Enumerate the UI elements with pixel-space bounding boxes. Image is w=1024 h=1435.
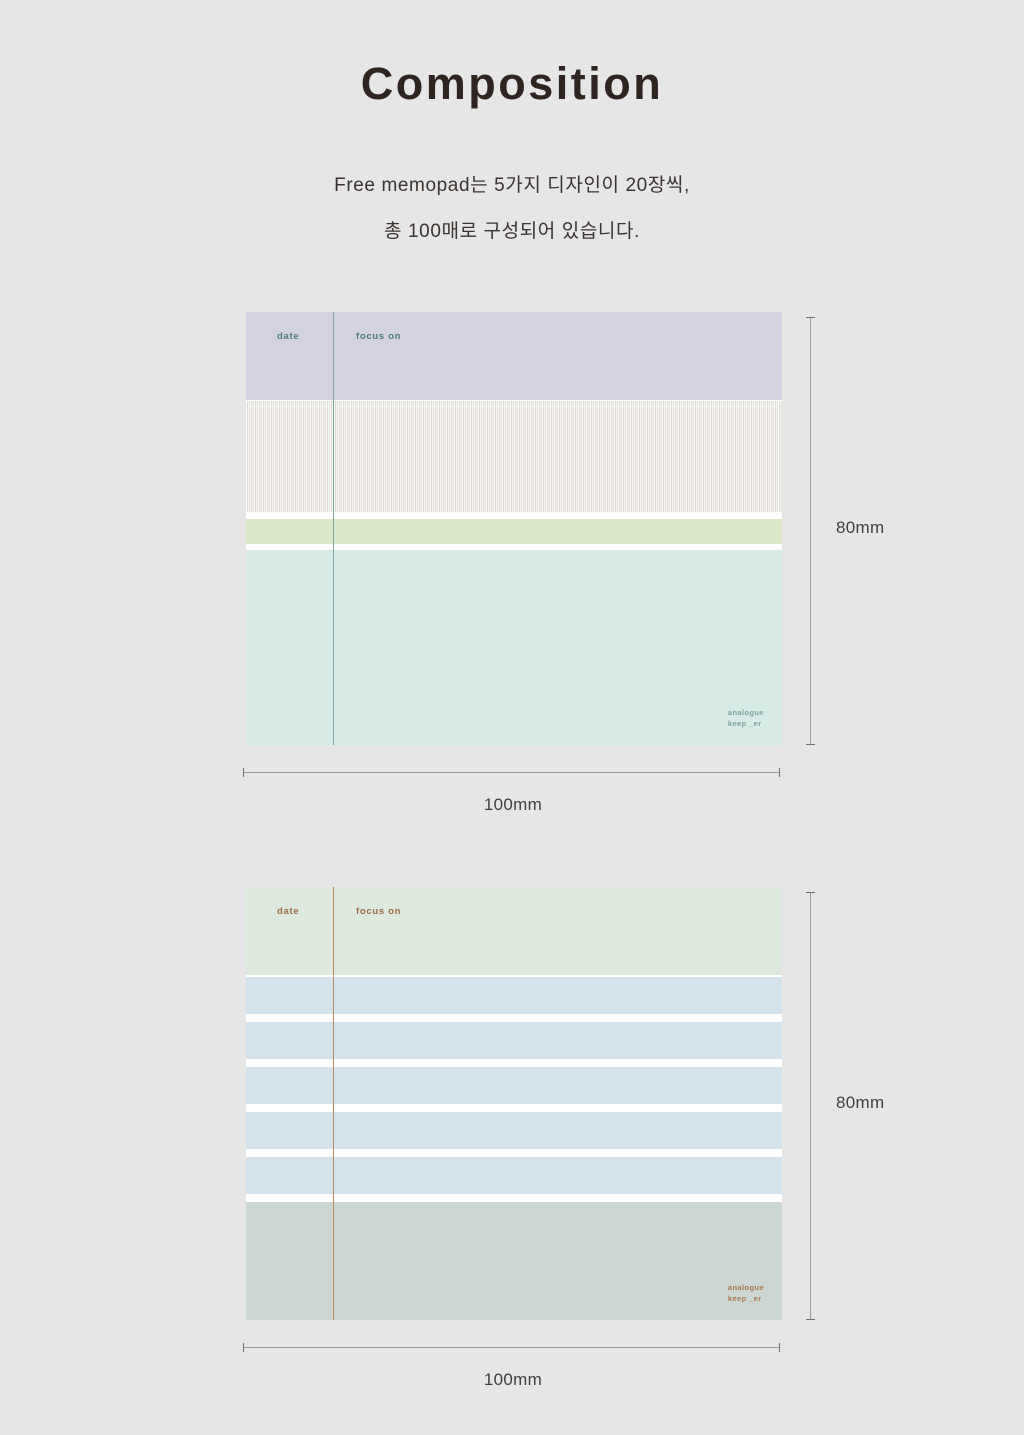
dimension-cap-right: [779, 768, 780, 777]
card1-band-body-mint: [246, 550, 782, 745]
card2-brand-line-2: keep _er: [727, 1294, 762, 1303]
memopad-1-width-dimension-line: [243, 768, 780, 777]
card1-band-accent-green: [246, 519, 782, 544]
dimension-cap-right: [779, 1343, 780, 1352]
subtitle-block: Free memopad는 5가지 디자인이 20장씩, 총 100매로 구성되…: [0, 163, 1024, 255]
card1-brand-mark: analogue keep _er: [728, 707, 764, 729]
dimension-cap-left: [243, 1343, 244, 1352]
card2-band-rule-5: [246, 1157, 782, 1194]
card2-brand-mark: analogue keep _er: [728, 1282, 764, 1304]
dimension-cap-bottom: [806, 744, 815, 745]
memopad-2-width-label: 100mm: [483, 1370, 543, 1389]
memopad-design-1: date focus on analogue keep _er: [246, 312, 782, 745]
card2-band-rule-2: [246, 1022, 782, 1059]
dimension-cap-left: [243, 768, 244, 777]
dimension-cap-bottom: [806, 1319, 815, 1320]
card1-band-header-lavender: [246, 312, 782, 400]
subtitle-line-2: 총 100매로 구성되어 있습니다.: [384, 221, 640, 242]
memopad-2-width-dimension-line: [243, 1343, 780, 1352]
card1-brand-line-2: keep _er: [727, 719, 762, 728]
memopad-1-height-dimension-line: [806, 317, 815, 745]
memopad-2-height-label: 80mm: [836, 1093, 885, 1112]
card2-band-rule-1: [246, 977, 782, 1014]
subtitle-line-1: Free memopad는 5가지 디자인이 20장씩,: [334, 175, 690, 196]
memopad-1-height-label: 80mm: [836, 518, 885, 537]
page-title: Composition: [360, 58, 664, 109]
memopad-design-2: date focus on analogue keep _er: [246, 887, 782, 1320]
memopad-1-width-label: 100mm: [483, 795, 543, 814]
card2-band-rule-4: [246, 1112, 782, 1149]
card1-focus-on-label: focus on: [356, 331, 402, 342]
card2-brand-line-1: analogue: [727, 1283, 764, 1292]
dimension-cap-top: [806, 317, 815, 318]
card1-brand-line-1: analogue: [727, 708, 764, 717]
card2-band-rule-3: [246, 1067, 782, 1104]
card2-band-footer-sage: [246, 1202, 782, 1320]
dimension-cap-top: [806, 892, 815, 893]
card2-focus-on-label: focus on: [356, 906, 402, 917]
card1-vertical-divider: [333, 312, 334, 745]
card1-date-label: date: [277, 331, 300, 342]
card1-band-texture-striped: [246, 401, 782, 512]
card2-band-header-green: [246, 887, 782, 975]
memopad-2-height-dimension-line: [806, 892, 815, 1320]
card2-date-label: date: [277, 906, 300, 917]
card2-vertical-divider: [333, 887, 334, 1320]
